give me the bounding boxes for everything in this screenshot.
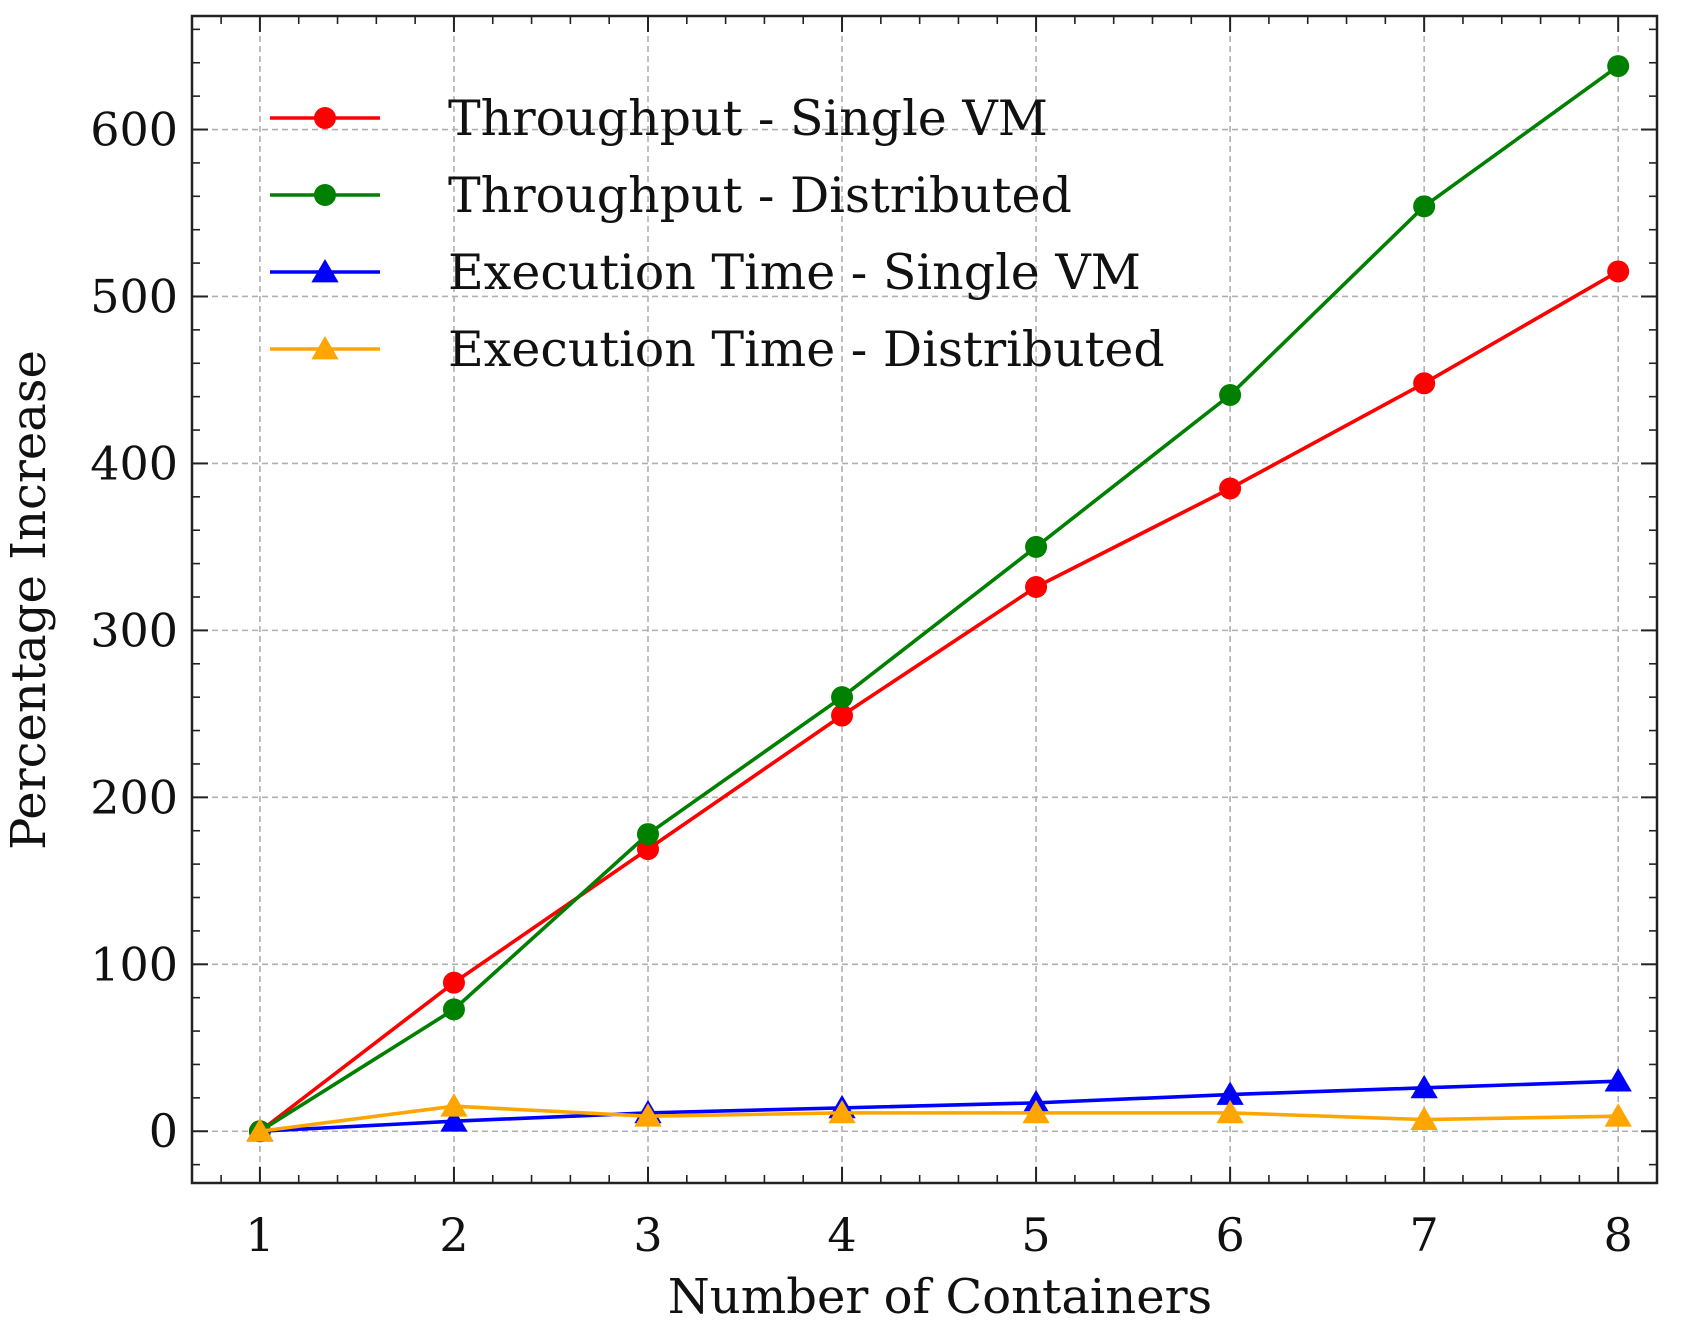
legend-label: Throughput - Single VM [448,90,1048,147]
x-tick-label: 8 [1604,1208,1633,1262]
legend-marker [314,107,336,129]
x-tick-label: 3 [633,1208,662,1262]
data-point-execution-time-distributed [246,1118,274,1142]
data-point-throughput-single-vm [1025,575,1048,598]
data-point-execution-time-distributed [1022,1099,1050,1124]
data-point-execution-time-distributed [1410,1106,1438,1130]
data-point-throughput-single-vm [1607,260,1630,283]
data-point-execution-time-distributed [1604,1103,1632,1127]
y-tick-label: 400 [90,436,178,490]
data-point-execution-time-single-vm [1216,1081,1244,1105]
data-point-throughput-distributed [1219,383,1242,406]
data-point-throughput-distributed [636,823,659,846]
y-axis-title: Percentage Increase [1,350,57,850]
data-point-throughput-distributed [1025,535,1048,558]
legend-label: Throughput - Distributed [448,167,1072,224]
grid-lines [192,16,1657,1183]
x-tick-label: 1 [245,1208,274,1262]
data-point-throughput-distributed [442,998,465,1021]
legend-label: Execution Time - Distributed [448,321,1165,378]
legend-item-throughput-distributed: Throughput - Distributed [270,167,1072,224]
legend-item-throughput-single-vm: Throughput - Single VM [270,90,1048,147]
x-tick-label: 6 [1215,1208,1244,1262]
y-tick-label: 300 [90,603,178,657]
data-point-throughput-single-vm [1413,372,1436,395]
data-point-execution-time-single-vm [1604,1068,1632,1092]
data-point-throughput-single-vm [442,971,465,994]
data-point-execution-time-distributed [828,1099,856,1124]
y-tick-label: 100 [90,937,178,991]
y-tick-label: 500 [90,269,178,323]
y-tick-label: 200 [90,770,178,824]
x-tick-label: 4 [827,1208,856,1262]
series-group [246,55,1632,1143]
tick-labels: 1 2 3 4 5 6 7 8 0 100 200 300 400 500 600 [90,103,1633,1262]
y-tick-label: 0 [149,1104,178,1158]
legend-item-execution-time-distributed: Execution Time - Distributed [270,321,1165,378]
plot-frame [190,14,1659,1185]
legend-marker [314,184,336,206]
data-point-execution-time-single-vm [440,1108,468,1132]
data-point-execution-time-distributed [1216,1099,1244,1124]
x-tick-label: 7 [1410,1208,1439,1262]
series-execution-time-distributed [246,1093,1632,1142]
data-point-execution-time-single-vm [1410,1074,1438,1099]
x-tick-label: 5 [1021,1208,1050,1262]
data-point-execution-time-distributed [634,1103,662,1127]
tick-marks [192,16,1658,1183]
series-line-execution-time-distributed [259,1104,1619,1134]
data-point-throughput-distributed [831,686,854,709]
data-point-throughput-distributed [1607,55,1630,78]
y-tick-label: 600 [90,103,178,157]
series-line-execution-time-single-vm [259,1079,1619,1134]
legend-marker [311,336,339,360]
legend: Throughput - Single VM Throughput - Distr… [270,90,1165,378]
legend-label: Execution Time - Single VM [448,244,1141,301]
series-line-throughput-single-vm [258,269,1620,1133]
data-point-throughput-distributed [1413,195,1436,218]
series-line-throughput-distributed [258,64,1620,1133]
x-tick-label: 2 [439,1208,468,1262]
data-point-throughput-single-vm [1219,477,1242,500]
x-axis-title: Number of Containers [668,1269,1212,1325]
legend-marker [311,259,339,283]
data-point-throughput-single-vm [831,704,854,727]
data-point-execution-time-distributed [440,1093,468,1117]
legend-item-execution-time-single-vm: Execution Time - Single VM [270,244,1141,301]
